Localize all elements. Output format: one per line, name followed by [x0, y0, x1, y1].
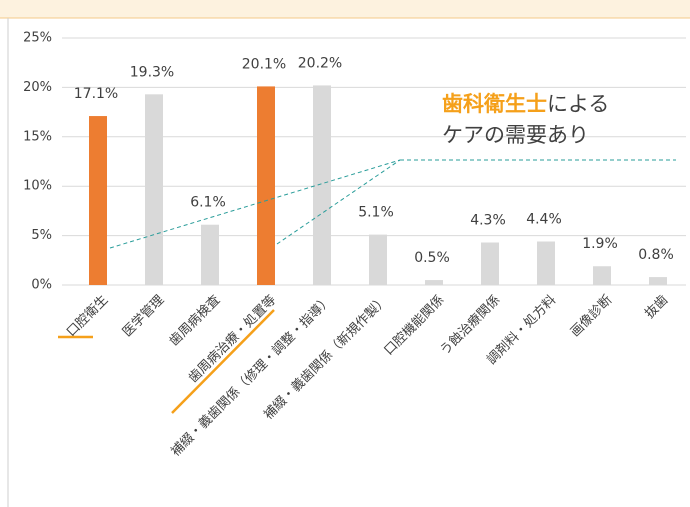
value-label: 20.2%: [298, 55, 342, 71]
y-tick-label: 15%: [23, 129, 52, 144]
value-label: 17.1%: [74, 86, 118, 102]
bar: [313, 85, 331, 285]
pointer-line: [109, 159, 401, 249]
y-tick-label: 25%: [23, 31, 52, 46]
bar: [481, 242, 499, 285]
annotation-line2: ケアの需要あり: [442, 123, 589, 147]
bar: [257, 86, 275, 285]
bar: [425, 280, 443, 285]
bar: [369, 234, 387, 285]
value-label: 0.8%: [638, 247, 674, 263]
header-strip: [0, 0, 690, 18]
bar: [593, 266, 611, 285]
annotation-highlight: 歯科衛生士: [442, 92, 547, 116]
x-tick-label: 抜歯: [642, 292, 672, 322]
value-label: 6.1%: [190, 195, 226, 211]
bar: [201, 224, 219, 285]
x-tick-label: 画像診断: [567, 292, 615, 340]
annotation: 歯科衛生士による: [442, 92, 609, 116]
pointer-line: [276, 159, 401, 245]
underline: [171, 309, 275, 414]
bar: [89, 116, 107, 285]
value-label: 0.5%: [414, 250, 450, 266]
y-tick-label: 10%: [23, 179, 52, 194]
x-tick-label: 医学管理: [119, 292, 167, 340]
value-label: 1.9%: [582, 236, 618, 252]
bar: [537, 241, 555, 285]
value-label: 4.3%: [470, 213, 506, 229]
y-tick-label: 5%: [31, 228, 52, 243]
bar: [649, 277, 667, 285]
annotation-text: による: [547, 92, 609, 116]
x-tick-label: 口腔衛生: [64, 293, 111, 340]
value-label: 4.4%: [526, 212, 562, 228]
bar: [145, 94, 163, 285]
x-tick-label: 歯周病検査: [167, 293, 224, 350]
value-label: 19.3%: [130, 64, 174, 80]
value-label: 20.1%: [242, 56, 286, 72]
y-tick-label: 20%: [23, 80, 52, 95]
value-label: 5.1%: [358, 205, 394, 221]
y-tick-label: 0%: [31, 278, 52, 293]
